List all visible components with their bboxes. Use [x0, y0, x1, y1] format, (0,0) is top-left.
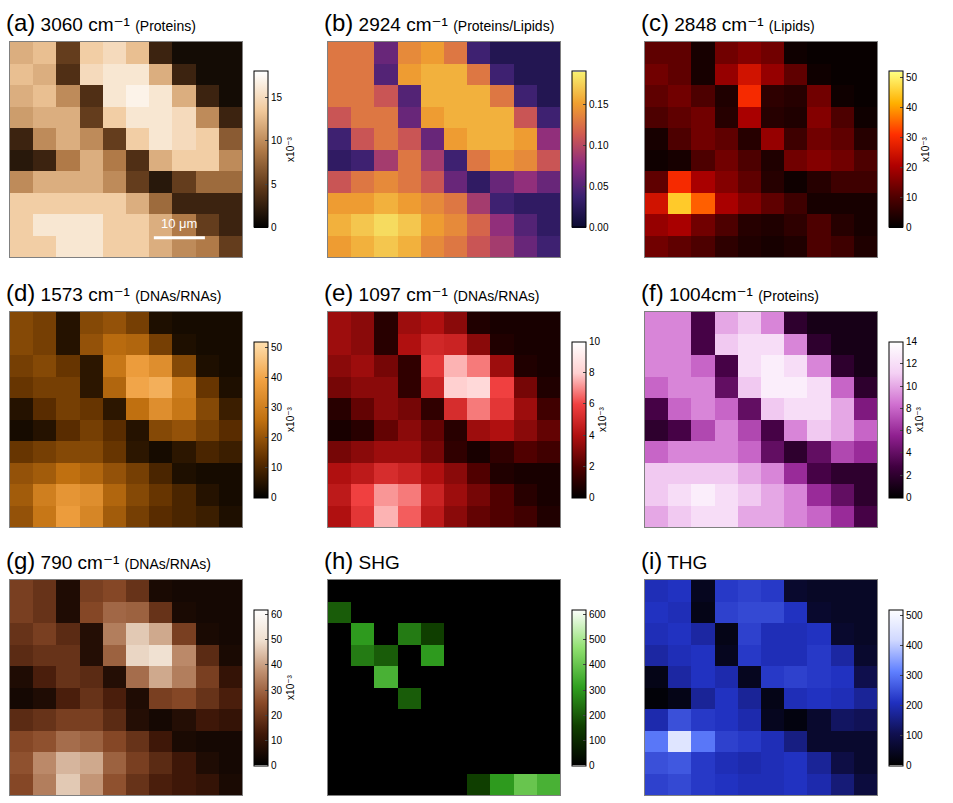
svg-text:60: 60 [271, 609, 283, 620]
svg-text:50: 50 [271, 342, 283, 353]
svg-text:(e) 1097 cm⁻¹ (DNAs/RNAs): (e) 1097 cm⁻¹ (DNAs/RNAs) [324, 279, 539, 306]
svg-text:0.00: 0.00 [589, 222, 609, 233]
svg-text:600: 600 [589, 609, 606, 620]
svg-text:4: 4 [906, 447, 912, 458]
svg-text:30: 30 [906, 132, 918, 143]
svg-text:(b) 2924 cm⁻¹ (Proteins/Lipids: (b) 2924 cm⁻¹ (Proteins/Lipids) [324, 9, 554, 36]
svg-text:(a) 3060 cm⁻¹ (Proteins): (a) 3060 cm⁻¹ (Proteins) [6, 9, 196, 36]
svg-text:x10⁻³: x10⁻³ [285, 406, 296, 431]
svg-text:0: 0 [906, 760, 912, 771]
svg-text:6: 6 [589, 398, 595, 409]
svg-text:0: 0 [906, 222, 912, 233]
svg-text:20: 20 [271, 432, 283, 443]
svg-text:50: 50 [906, 72, 918, 83]
svg-text:(d) 1573 cm⁻¹ (DNAs/RNAs): (d) 1573 cm⁻¹ (DNAs/RNAs) [6, 279, 221, 306]
svg-text:(f) 1004cm⁻¹ (Proteins): (f) 1004cm⁻¹ (Proteins) [641, 279, 819, 306]
svg-text:15: 15 [271, 92, 283, 103]
svg-text:0: 0 [271, 760, 277, 771]
svg-text:10: 10 [906, 381, 918, 392]
svg-text:0: 0 [271, 222, 277, 233]
svg-text:x10⁻³: x10⁻³ [285, 136, 296, 161]
svg-text:100: 100 [589, 735, 606, 746]
svg-text:x10⁻³: x10⁻³ [285, 674, 296, 699]
svg-text:12: 12 [906, 358, 918, 369]
svg-text:14: 14 [906, 336, 918, 347]
svg-text:6: 6 [906, 425, 912, 436]
svg-text:2: 2 [906, 470, 912, 481]
svg-text:(g) 790 cm⁻¹ (DNAs/RNAs): (g) 790 cm⁻¹ (DNAs/RNAs) [6, 547, 211, 574]
svg-text:10: 10 [589, 336, 601, 347]
svg-text:8: 8 [589, 367, 595, 378]
svg-text:8: 8 [906, 403, 912, 414]
svg-text:x10⁻³: x10⁻³ [914, 406, 925, 431]
svg-text:10 μm: 10 μm [161, 216, 197, 231]
svg-text:500: 500 [906, 610, 923, 621]
svg-text:10: 10 [906, 192, 918, 203]
svg-text:400: 400 [906, 640, 923, 651]
svg-text:0.05: 0.05 [589, 181, 609, 192]
svg-text:30: 30 [271, 402, 283, 413]
svg-text:0.15: 0.15 [589, 99, 609, 110]
svg-text:(c) 2848 cm⁻¹ (Lipids): (c) 2848 cm⁻¹ (Lipids) [641, 9, 815, 36]
svg-text:300: 300 [906, 670, 923, 681]
svg-text:200: 200 [906, 700, 923, 711]
svg-text:0: 0 [271, 492, 277, 503]
svg-text:0: 0 [589, 492, 595, 503]
svg-text:0: 0 [589, 760, 595, 771]
svg-text:(h) SHG: (h) SHG [324, 547, 400, 574]
svg-text:500: 500 [589, 634, 606, 645]
svg-text:100: 100 [906, 730, 923, 741]
svg-text:10: 10 [271, 462, 283, 473]
svg-text:10: 10 [271, 135, 283, 146]
svg-text:20: 20 [271, 710, 283, 721]
svg-text:400: 400 [589, 659, 606, 670]
svg-text:40: 40 [271, 372, 283, 383]
svg-text:50: 50 [271, 634, 283, 645]
svg-text:(i) THG: (i) THG [641, 547, 707, 574]
svg-text:0.10: 0.10 [589, 140, 609, 151]
svg-text:40: 40 [271, 659, 283, 670]
svg-text:5: 5 [271, 179, 277, 190]
svg-text:x10⁻³: x10⁻³ [920, 136, 931, 161]
svg-text:300: 300 [589, 685, 606, 696]
svg-text:200: 200 [589, 710, 606, 721]
svg-text:40: 40 [906, 102, 918, 113]
svg-text:30: 30 [271, 685, 283, 696]
svg-text:x10⁻³: x10⁻³ [597, 406, 608, 431]
svg-text:2: 2 [589, 461, 595, 472]
svg-text:4: 4 [589, 430, 595, 441]
svg-text:10: 10 [271, 735, 283, 746]
svg-text:20: 20 [906, 162, 918, 173]
svg-text:0: 0 [906, 492, 912, 503]
